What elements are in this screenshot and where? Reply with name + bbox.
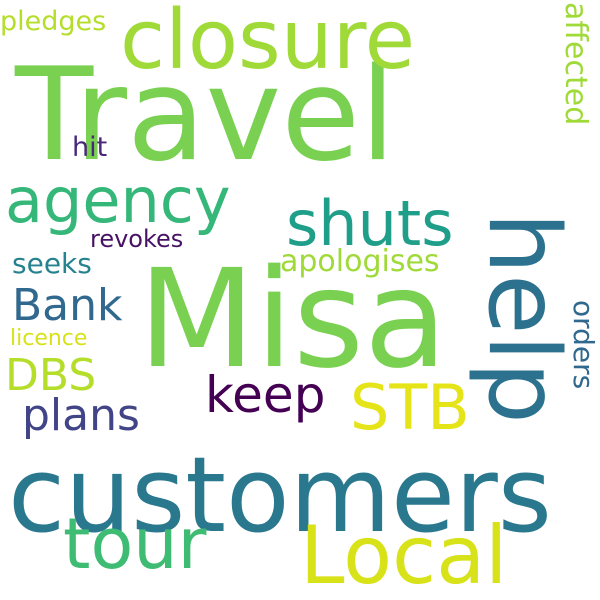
word-agency: agency bbox=[5, 164, 231, 237]
word-orders: orders bbox=[567, 300, 600, 390]
word-pledges: pledges bbox=[0, 6, 107, 37]
word-dbs: DBS bbox=[5, 350, 97, 401]
word-stb: STB bbox=[350, 371, 470, 444]
word-affected: affected bbox=[558, 2, 593, 126]
word-apologises: apologises bbox=[280, 244, 440, 279]
word-revokes: revokes bbox=[90, 225, 184, 253]
word-customers: customers bbox=[8, 434, 552, 556]
word-seeks: seeks bbox=[12, 247, 92, 280]
word-travel: Travel bbox=[15, 41, 396, 190]
word-help: help bbox=[466, 212, 580, 424]
word-plans: plans bbox=[22, 390, 140, 441]
word-misa: Misa bbox=[138, 241, 448, 399]
word-bank: Bank bbox=[12, 280, 123, 331]
word-local: Local bbox=[300, 509, 508, 600]
word-keep: keep bbox=[205, 366, 326, 424]
word-closure: closure bbox=[120, 0, 416, 88]
word-shuts: shuts bbox=[286, 187, 454, 260]
word-hit: hit bbox=[72, 132, 108, 163]
word-tour: tour bbox=[63, 503, 207, 585]
word-licence: licence bbox=[10, 326, 88, 351]
